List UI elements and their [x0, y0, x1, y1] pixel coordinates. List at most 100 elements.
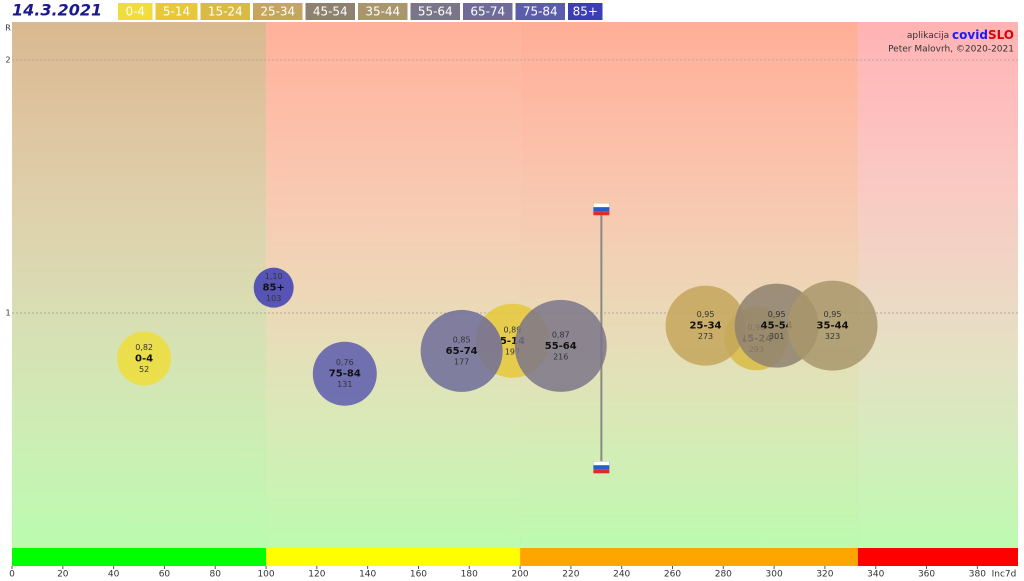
bubble-name: 85+	[263, 283, 285, 294]
legend-swatch	[118, 3, 153, 20]
legend-label: 15-24	[208, 5, 243, 19]
bubble-r-label: 0,95	[697, 310, 715, 319]
bubble-inc-label: 177	[454, 357, 469, 366]
bubble	[312, 341, 377, 406]
brand: covid	[952, 28, 988, 42]
bubble	[420, 309, 503, 392]
bubble-name: 0-4	[135, 354, 153, 365]
x-tick-label: 380	[969, 570, 986, 580]
flag-blue	[593, 465, 610, 470]
bubble-r-label: 0,95	[824, 310, 842, 319]
legend-label: 5-14	[163, 5, 190, 19]
x-tick-label: 260	[664, 570, 681, 580]
legend-item: 5-14	[155, 3, 198, 20]
legend-item: 15-24	[200, 3, 250, 20]
legend-item: 85+	[568, 3, 603, 20]
bubble-inc-label: 131	[337, 380, 352, 389]
x-tick-label: 180	[461, 570, 478, 580]
legend-swatch	[305, 3, 355, 20]
x-tick-label: 280	[715, 570, 732, 580]
legend-label: 85+	[573, 5, 598, 19]
legend-item: 0-4	[118, 3, 153, 20]
zone-bar	[520, 548, 858, 566]
bubble-name: 35-44	[817, 321, 849, 332]
bubble-r-label: 1,10	[265, 272, 283, 281]
x-tick-label: 100	[257, 570, 274, 580]
x-tick-label: 20	[57, 570, 69, 580]
x-tick-label: 0	[9, 570, 15, 580]
y-axis-label: R	[5, 24, 11, 33]
legend-item: 25-34	[253, 3, 303, 20]
legend-swatch	[463, 3, 513, 20]
bubble-name: 75-84	[329, 369, 361, 380]
bubble	[117, 331, 172, 386]
bubble-r-label: 0,76	[336, 358, 354, 367]
bubble-inc-label: 216	[553, 352, 568, 361]
zone-fade	[12, 22, 267, 548]
legend-swatch	[155, 3, 198, 20]
y-tick-label: 1	[5, 308, 10, 317]
legend-label: 65-74	[470, 5, 505, 19]
source: aplikacija covidSLO	[907, 28, 1014, 42]
x-tick-label: 60	[159, 570, 171, 580]
background	[12, 22, 1018, 566]
flag-white	[593, 202, 610, 208]
author: Peter Malovrh, ©2020-2021	[888, 45, 1014, 55]
bubble-name: 65-74	[446, 346, 478, 357]
x-axis-label: Inc7d	[992, 570, 1017, 580]
bubble-name: 5-14	[500, 336, 525, 347]
legend-swatch	[253, 3, 303, 20]
bubble-name: 25-34	[690, 321, 722, 332]
x-tick-label: 80	[210, 570, 222, 580]
bubble-name: 45-54	[761, 321, 793, 332]
x-tick-label: 220	[562, 570, 579, 580]
source-prefix: aplikacija	[907, 31, 949, 41]
y-tick-label: 2	[5, 55, 10, 64]
zone-fade	[266, 22, 521, 548]
x-tick-label: 300	[766, 570, 783, 580]
legend-item: 65-74	[463, 3, 513, 20]
bubble-r-label: 0,85	[453, 335, 471, 344]
legend-swatch	[410, 3, 460, 20]
legend-item: 35-44	[358, 3, 408, 20]
zone-fade	[857, 22, 1018, 548]
legend-item: 55-64	[410, 3, 460, 20]
marker-top	[593, 202, 610, 216]
bubble-inc-label: 273	[698, 332, 713, 341]
flag-white	[593, 461, 610, 466]
legend-swatch	[358, 3, 408, 20]
legend-swatch	[200, 3, 250, 20]
x-tick-label: 140	[359, 570, 376, 580]
legend-label: 55-64	[418, 5, 453, 19]
flag-red	[593, 469, 610, 474]
zone-bar	[857, 548, 1018, 566]
zone-bar	[266, 548, 521, 566]
legend-label: 0-4	[125, 5, 145, 19]
bubble-r-label: 0,82	[135, 343, 153, 352]
zone-fade	[520, 22, 858, 548]
bubble-r-label: 0,87	[552, 330, 570, 339]
bubble-r-label: 0,95	[768, 310, 786, 319]
flag-blue	[593, 207, 610, 212]
bubble	[253, 267, 294, 308]
bubble-name: 55-64	[545, 341, 577, 352]
bubble-r-label: 0,89	[504, 325, 522, 334]
x-tick-label: 160	[410, 570, 427, 580]
bubble-inc-label: 52	[139, 365, 149, 374]
x-tick-label: 360	[918, 570, 935, 580]
legend-swatch	[515, 3, 565, 20]
x-tick-label: 40	[108, 570, 120, 580]
bubble	[787, 280, 878, 371]
legend-label: 25-34	[260, 5, 295, 19]
zone-bar	[12, 548, 267, 566]
brand: SLO	[988, 28, 1014, 42]
bubble-inc-label: 197	[505, 347, 520, 356]
bubble-inc-label: 323	[825, 332, 840, 341]
x-tick-label: 120	[308, 570, 325, 580]
flag-red	[593, 211, 610, 216]
x-tick-label: 320	[816, 570, 833, 580]
plot: 120 20 40 60 80 100 120 140 160 180 200 220 240 260 28…	[5, 55, 1018, 580]
legend-label: 35-44	[365, 5, 400, 19]
bubble	[665, 285, 746, 366]
